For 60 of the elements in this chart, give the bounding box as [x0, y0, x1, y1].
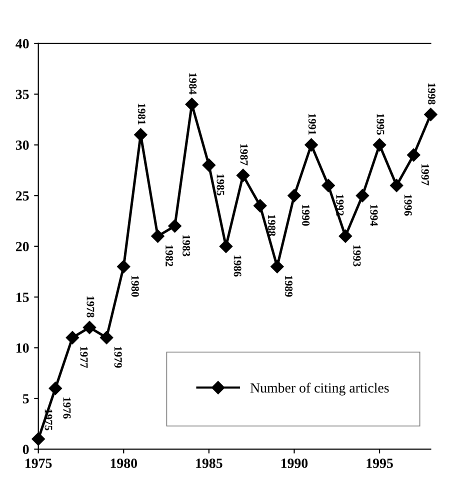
y-tick-label: 25: [16, 191, 29, 201]
annotation: 1983: [182, 235, 190, 256]
annotation: 1982: [166, 245, 174, 266]
x-tick-label: 1995: [366, 458, 393, 468]
point: [100, 331, 114, 344]
annotation: 1991: [308, 114, 316, 135]
point: [254, 199, 267, 212]
annotation: 1996: [404, 194, 412, 216]
annotation: 1976: [63, 398, 71, 419]
point: [356, 189, 370, 202]
annotation: 1981: [138, 104, 146, 124]
point: [151, 230, 164, 243]
point: [288, 189, 301, 202]
point: [168, 219, 182, 233]
point: [338, 230, 352, 243]
annotation: 1980: [131, 276, 139, 297]
annotation: 1986: [234, 256, 242, 277]
annotation: 1989: [284, 276, 292, 297]
point: [219, 240, 233, 253]
x-tick-label: 1985: [196, 458, 222, 468]
y-tick-label: 40: [16, 39, 29, 48]
annotation: 1977: [80, 346, 88, 368]
y-tick-label: 0: [22, 444, 29, 454]
annotation: 1987: [240, 144, 248, 166]
legend-label: Number of citing articles: [250, 382, 389, 396]
annotation: 1994: [370, 204, 378, 226]
y-tick-label: 5: [22, 394, 29, 404]
y-tick-label: 35: [16, 90, 29, 100]
point: [82, 320, 96, 334]
x-tick-label: 1975: [26, 458, 52, 468]
annotation: 1997: [421, 164, 429, 186]
point: [390, 178, 404, 192]
point: [48, 382, 62, 395]
y-tick-label: 10: [16, 343, 29, 353]
point: [236, 168, 250, 182]
point: [134, 128, 148, 142]
point: [304, 138, 318, 152]
annotation: 1993: [353, 245, 361, 266]
point: [322, 178, 335, 192]
y-tick-label: 20: [16, 242, 29, 252]
point: [407, 148, 420, 162]
annotation: 1985: [216, 174, 224, 196]
y-tick-label: 30: [16, 140, 29, 150]
point: [270, 260, 284, 274]
point: [185, 98, 198, 111]
point: [202, 158, 216, 172]
point: [424, 108, 438, 122]
point: [117, 260, 130, 274]
annotation: 1978: [86, 296, 94, 318]
point: [66, 331, 80, 344]
annotation: 1998: [428, 83, 436, 104]
y-tick-label: 15: [16, 292, 29, 302]
annotation: 1995: [376, 114, 384, 135]
annotation: 1984: [189, 73, 197, 94]
annotation: 1990: [302, 204, 310, 226]
point: [372, 138, 386, 152]
annotation: 1979: [114, 346, 122, 368]
x-tick-label: 1990: [281, 458, 308, 468]
annotation: 1988: [268, 214, 276, 236]
x-tick-label: 1980: [110, 458, 137, 468]
